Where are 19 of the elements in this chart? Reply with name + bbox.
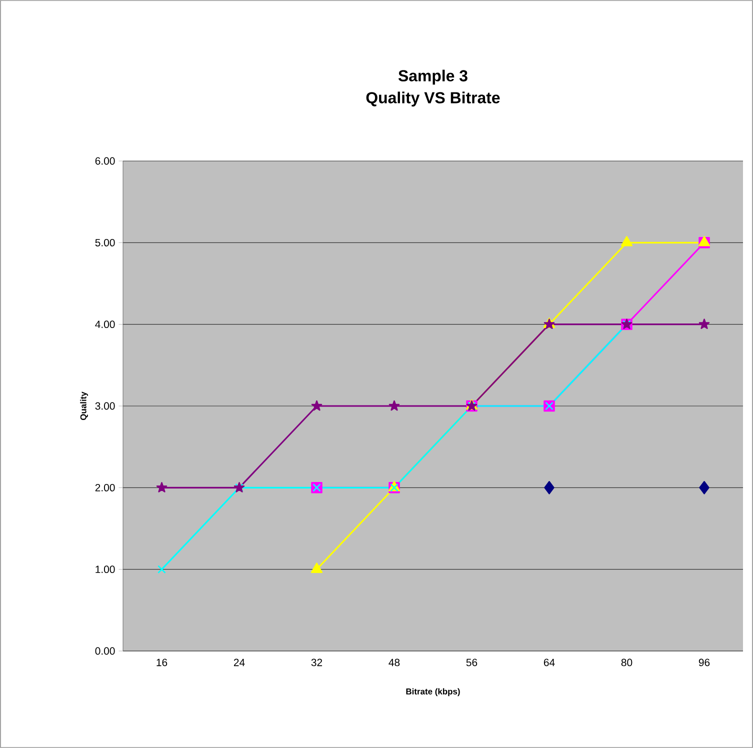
x-tick-label: 24 (234, 658, 245, 666)
x-tick-label: 32 (311, 658, 322, 666)
chart-title: Sample 3 (398, 70, 468, 85)
x-tick-label: 80 (621, 658, 632, 666)
y-tick-label: 0.00 (95, 647, 115, 655)
x-tick-label: 56 (466, 658, 478, 666)
x-tick-label: 16 (156, 658, 168, 666)
y-tick-label: 5.00 (95, 238, 115, 246)
y-tick-label: 3.00 (95, 402, 115, 410)
y-tick-label: 1.00 (96, 566, 115, 574)
y-axis-title: Quality (80, 392, 88, 420)
y-tick-label: 2.00 (95, 484, 115, 492)
x-tick-label: 64 (544, 658, 555, 666)
y-tick-label: 4.00 (95, 320, 115, 328)
chart-subtitle: Quality VS Bitrate (366, 92, 500, 107)
x-tick-label: 48 (388, 658, 400, 666)
y-tick-label: 6.00 (95, 157, 115, 165)
x-axis-title: Bitrate (kbps) (406, 688, 460, 696)
x-tick-label: 96 (698, 658, 710, 666)
